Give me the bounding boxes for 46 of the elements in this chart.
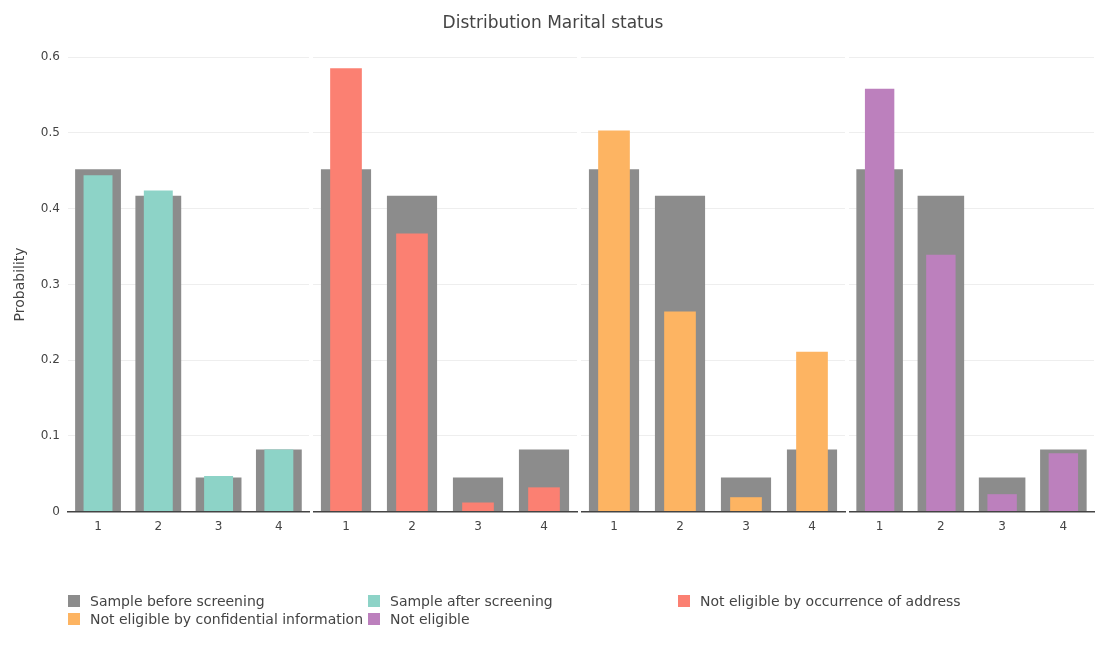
x-tick-label: 1 <box>610 518 618 533</box>
x-tick-label: 1 <box>94 518 102 533</box>
bar <box>528 487 560 512</box>
bar <box>664 311 696 512</box>
y-tick-label: 0.5 <box>40 125 60 140</box>
x-tick-label: 2 <box>154 518 163 533</box>
legend-label: Sample after screening <box>390 593 553 609</box>
bar <box>330 68 362 512</box>
x-tick-label: 1 <box>875 518 884 533</box>
y-axis-title: Probability <box>11 247 28 322</box>
x-tick-label: 4 <box>275 518 283 533</box>
x-tick-label: 3 <box>474 518 482 533</box>
bar <box>264 449 294 512</box>
legend-label: Sample before screening <box>90 593 265 609</box>
bar <box>462 502 494 512</box>
bar <box>83 175 113 512</box>
x-tick-label: 2 <box>937 518 945 533</box>
bar <box>730 497 762 512</box>
y-tick-label: 0.6 <box>40 49 60 64</box>
bar <box>598 130 630 512</box>
bar <box>1048 453 1079 512</box>
x-tick-label: 2 <box>676 518 684 533</box>
bar <box>864 88 895 512</box>
bar <box>143 190 173 512</box>
x-tick-label: 2 <box>408 518 416 533</box>
bar <box>796 351 828 512</box>
text: Distribution Marital status <box>441 11 665 34</box>
bar <box>396 233 428 512</box>
y-tick-label: 0 <box>52 503 60 518</box>
bar <box>926 254 956 512</box>
y-tick-label: 0.2 <box>40 352 60 367</box>
x-tick-label: 4 <box>808 518 816 533</box>
y-tick-label: 0.3 <box>40 276 60 291</box>
x-tick-label: 1 <box>342 518 350 533</box>
legend-label: Not eligible by confidential information <box>90 611 364 627</box>
y-tick-label: 0.1 <box>40 427 60 442</box>
x-tick-label: 3 <box>998 518 1006 533</box>
y-tick-label: 0.4 <box>40 200 60 215</box>
bar <box>987 494 1017 512</box>
x-tick-label: 4 <box>1059 518 1068 533</box>
bar <box>204 476 234 512</box>
x-tick-label: 4 <box>540 518 548 533</box>
legend-label: Not eligible by occurrence of address <box>700 593 961 609</box>
x-tick-label: 3 <box>214 518 223 533</box>
x-tick-label: 3 <box>742 518 750 533</box>
legend-label: Not eligible <box>390 611 470 627</box>
